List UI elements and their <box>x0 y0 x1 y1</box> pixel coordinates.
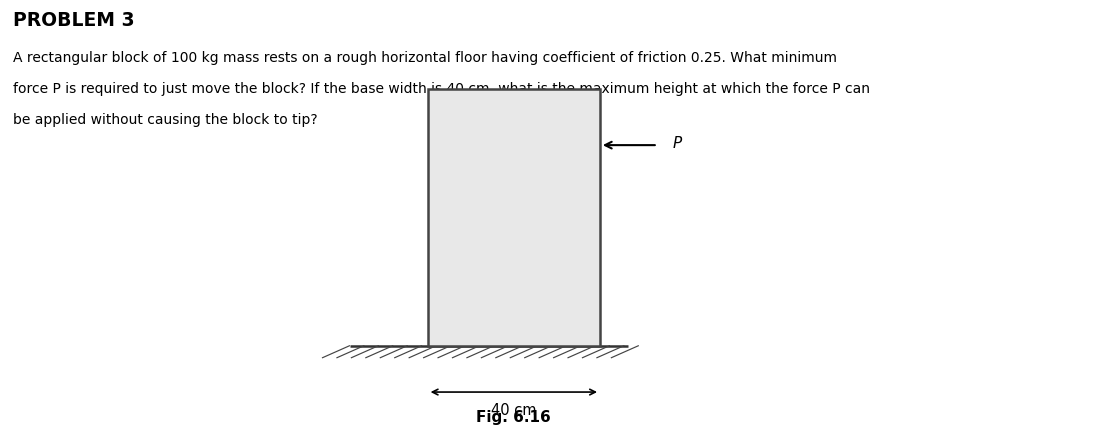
Text: P: P <box>672 136 681 152</box>
Text: force P is required to just move the block? If the base width is 40 cm, what is : force P is required to just move the blo… <box>13 82 870 96</box>
Text: A rectangular block of 100 kg mass rests on a rough horizontal floor having coef: A rectangular block of 100 kg mass rests… <box>13 51 838 65</box>
Text: PROBLEM 3: PROBLEM 3 <box>13 11 134 30</box>
Bar <box>428 89 600 346</box>
Text: Fig. 6.16: Fig. 6.16 <box>477 410 551 425</box>
Text: be applied without causing the block to tip?: be applied without causing the block to … <box>13 113 318 127</box>
Text: 40 cm: 40 cm <box>491 403 537 418</box>
